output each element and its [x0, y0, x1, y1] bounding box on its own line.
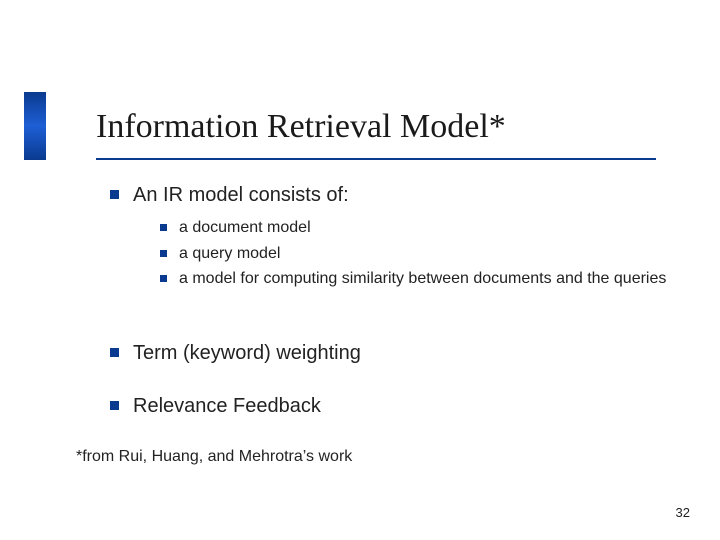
sub-bullet-list: a document model a query model a model f… — [160, 217, 670, 290]
slide-title: Information Retrieval Model* — [96, 108, 506, 146]
square-bullet-icon — [110, 348, 119, 357]
bullet-text: Term (keyword) weighting — [133, 340, 361, 367]
bullet-text: An IR model consists of: — [133, 182, 349, 209]
title-underline — [96, 158, 656, 160]
footnote: *from Rui, Huang, and Mehrotra’s work — [76, 448, 352, 466]
bullet-level2: a model for computing similarity between… — [160, 268, 670, 290]
bullet-level1: Relevance Feedback — [110, 393, 670, 420]
bullet-level2: a query model — [160, 243, 670, 265]
square-bullet-icon — [110, 190, 119, 199]
square-bullet-icon — [160, 250, 167, 257]
accent-bar — [24, 92, 46, 160]
bullet-level1: An IR model consists of: — [110, 182, 670, 209]
slide: Information Retrieval Model* An IR model… — [0, 0, 720, 540]
square-bullet-icon — [110, 401, 119, 410]
page-number: 32 — [676, 505, 690, 520]
bullet-level2: a document model — [160, 217, 670, 239]
square-bullet-icon — [160, 275, 167, 282]
sub-bullet-text: a model for computing similarity between… — [179, 268, 666, 290]
sub-bullet-text: a query model — [179, 243, 280, 265]
sub-bullet-text: a document model — [179, 217, 311, 239]
bullet-level1: Term (keyword) weighting — [110, 340, 670, 367]
bullet-text: Relevance Feedback — [133, 393, 321, 420]
square-bullet-icon — [160, 224, 167, 231]
slide-content: An IR model consists of: a document mode… — [110, 182, 670, 428]
